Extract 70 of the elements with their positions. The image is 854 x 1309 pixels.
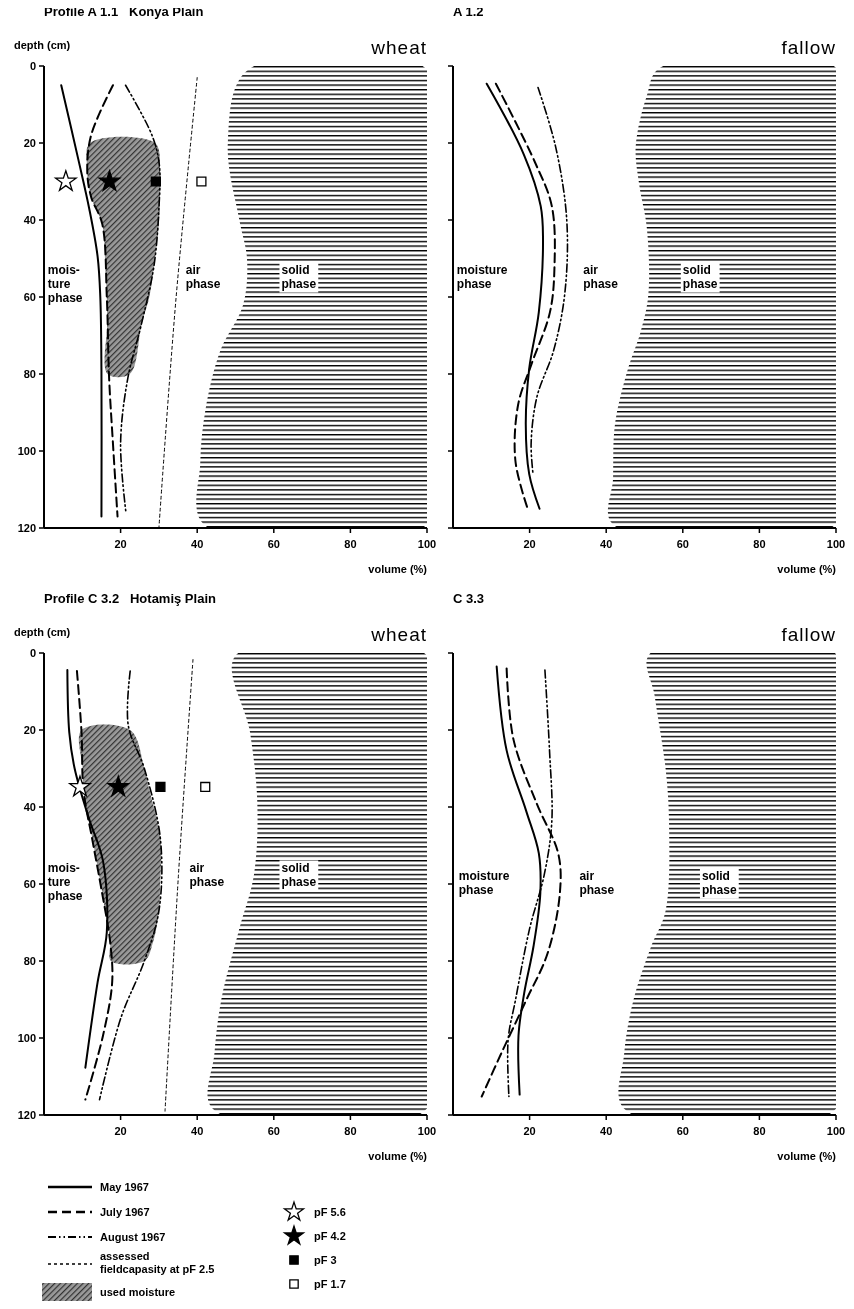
x-tick-label: 100: [826, 538, 846, 550]
x-axis-title: volume (%): [368, 563, 428, 575]
y-tick-label: 120: [17, 521, 36, 534]
x-tick-label: 20: [523, 1125, 536, 1137]
y-tick-label: 0: [29, 59, 36, 72]
x-tick-label: 80: [753, 1125, 766, 1137]
y-axis-title: depth (cm): [14, 626, 71, 638]
x-tick-label: 60: [676, 538, 689, 550]
legend-label: pF 3: [314, 1254, 337, 1266]
y-tick-label: 120: [17, 1108, 36, 1121]
annotation: mois- ture phase: [47, 262, 83, 305]
annotation: solid phase: [281, 861, 317, 890]
annotation: air phase: [185, 262, 221, 291]
legend-label: July 1967: [100, 1206, 150, 1218]
y-axis-title: depth (cm): [14, 39, 71, 51]
legend-label: used moisture: [100, 1286, 176, 1298]
y-tick-label: 80: [23, 367, 36, 380]
x-tick-label: 80: [344, 1125, 357, 1137]
annotation: solid phase: [701, 869, 737, 897]
x-tick-label: 40: [191, 1125, 204, 1137]
annotation: solid phase: [682, 262, 718, 291]
y-tick-label: 80: [23, 954, 36, 967]
legend-label: May 1967: [100, 1181, 149, 1193]
y-tick-label: 60: [23, 877, 36, 890]
line-series: [98, 670, 163, 1101]
x-tick-label: 40: [600, 1125, 613, 1137]
line-series: [119, 84, 161, 514]
y-tick-label: 40: [23, 213, 36, 226]
legend-label: pF 4.2: [314, 1230, 346, 1242]
x-tick-label: 100: [417, 538, 437, 550]
x-tick-label: 80: [753, 538, 766, 550]
annotation: mois- ture phase: [47, 861, 83, 904]
x-tick-label: 20: [114, 1125, 127, 1137]
chart-subtitle: wheat: [370, 624, 427, 645]
annotation: air phase: [583, 262, 619, 291]
annotation: moisture phase: [458, 869, 510, 897]
line-series: [86, 84, 119, 518]
x-tick-label: 80: [344, 538, 357, 550]
x-axis-title: volume (%): [777, 563, 837, 575]
legend-label: pF 1.7: [314, 1278, 346, 1290]
annotation: solid phase: [281, 262, 317, 291]
chart-subtitle: fallow: [781, 624, 836, 645]
y-tick-label: 40: [23, 800, 36, 813]
x-tick-label: 100: [826, 1125, 846, 1137]
x-tick-label: 60: [676, 1125, 689, 1137]
x-axis-title: volume (%): [368, 1150, 428, 1162]
x-tick-label: 60: [267, 1125, 280, 1137]
y-tick-label: 20: [23, 723, 36, 736]
chart-title: C 3.3: [453, 591, 485, 606]
x-tick-label: 40: [191, 538, 204, 550]
y-tick-label: 100: [17, 444, 36, 457]
x-tick-label: 20: [114, 538, 127, 550]
chart-title: Profile C 3.2 Hotamiş Plain: [44, 591, 216, 606]
y-tick-label: 20: [23, 136, 36, 149]
legend-label: August 1967: [100, 1231, 166, 1243]
x-tick-label: 60: [267, 538, 280, 550]
annotation: moisture phase: [456, 262, 508, 291]
x-tick-label: 40: [600, 538, 613, 550]
chart-subtitle: wheat: [370, 37, 427, 58]
x-tick-label: 100: [417, 1125, 437, 1137]
chart-subtitle: fallow: [781, 37, 836, 58]
legend-label: assessed fieldcapasity at pF 2.5: [100, 1250, 215, 1275]
y-tick-label: 100: [17, 1031, 36, 1044]
annotation: air phase: [579, 869, 615, 897]
x-axis-title: volume (%): [777, 1150, 837, 1162]
legend-label: pF 5.6: [314, 1206, 346, 1218]
y-tick-label: 0: [29, 646, 36, 659]
annotation: air phase: [189, 861, 225, 890]
y-tick-label: 60: [23, 290, 36, 303]
x-tick-label: 20: [523, 538, 536, 550]
